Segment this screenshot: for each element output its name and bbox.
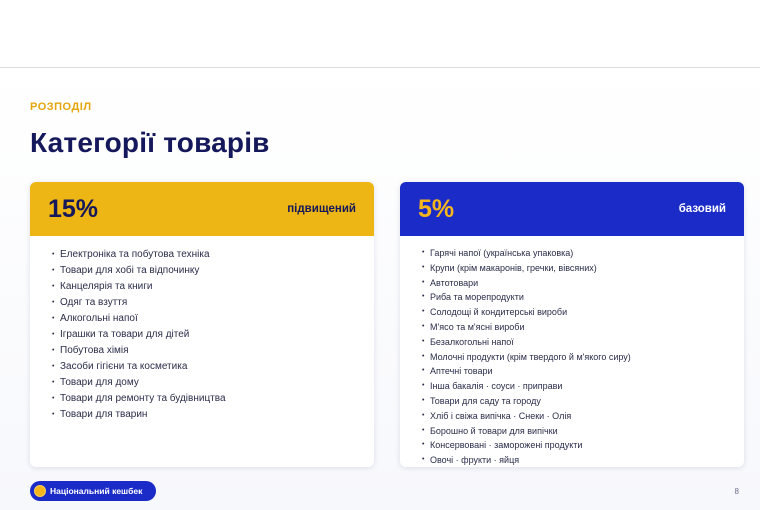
list-item: Іграшки та товари для дітей xyxy=(52,327,374,343)
card-base-percent: 5% xyxy=(418,194,455,223)
list-item: Молочні продукти (крім твердого й м'яког… xyxy=(422,350,744,365)
list-item: Товари для хобі та відпочинку xyxy=(52,263,374,279)
card-base-list: Гарячі напої (українська упаковка) Крупи… xyxy=(400,236,744,467)
page-number: 8 xyxy=(734,487,739,496)
list-item: Електроніка та побутова техніка xyxy=(52,247,374,263)
card-base-label: базовий xyxy=(678,203,726,215)
card-increased-label: підвищений xyxy=(287,203,356,215)
card-increased-list: Електроніка та побутова техніка Товари д… xyxy=(30,236,374,423)
card-increased: 15% підвищений Електроніка та побутова т… xyxy=(30,182,374,467)
brand-badge[interactable]: Національний кешбек xyxy=(30,481,157,501)
coin-icon xyxy=(34,485,46,497)
list-item: Побутова хімія xyxy=(52,343,374,359)
list-item: Канцелярія та книги xyxy=(52,279,374,295)
card-increased-percent: 15% xyxy=(48,194,99,223)
top-bar xyxy=(0,0,760,68)
section-kicker: РОЗПОДІЛ xyxy=(30,101,92,113)
list-item: Безалкогольні напої xyxy=(422,335,744,350)
list-item: Риба та морепродукти xyxy=(422,290,744,305)
list-item: Гарячі напої (українська упаковка) xyxy=(422,246,744,261)
list-item: Хліб і свіжа випічка · Снеки · Олія xyxy=(422,409,744,424)
list-item: Борошно й товари для випічки xyxy=(422,424,744,439)
list-item: Засоби гігієни та косметика xyxy=(52,359,374,375)
list-item: Товари для дому xyxy=(52,375,374,391)
page-title: Категорії товарів xyxy=(30,127,270,158)
list-item: Овочі · фрукти · яйця xyxy=(422,453,744,467)
list-item: Аптечні товари xyxy=(422,364,744,379)
card-base: 5% базовий Гарячі напої (українська упак… xyxy=(400,182,744,467)
list-item: Автотовари xyxy=(422,276,744,291)
slide: РОЗПОДІЛ Категорії товарів 15% підвищени… xyxy=(0,69,760,510)
list-item: Солодощі й кондитерські вироби xyxy=(422,305,744,320)
card-increased-header: 15% підвищений xyxy=(30,182,374,236)
list-item: Інша бакалія · соуси · приправи xyxy=(422,379,744,394)
list-item: Крупи (крім макаронів, гречки, вівсяних) xyxy=(422,261,744,276)
list-item: Алкогольні напої xyxy=(52,311,374,327)
card-base-header: 5% базовий xyxy=(400,182,744,236)
list-item: Товари для саду та городу xyxy=(422,394,744,409)
list-item: Товари для ремонту та будівництва xyxy=(52,391,374,407)
list-item: М'ясо та м'ясні вироби xyxy=(422,320,744,335)
brand-badge-label: Національний кешбек xyxy=(50,486,143,496)
list-item: Консервовані · заморожені продукти xyxy=(422,438,744,453)
list-item: Товари для тварин xyxy=(52,407,374,423)
list-item: Одяг та взуття xyxy=(52,295,374,311)
